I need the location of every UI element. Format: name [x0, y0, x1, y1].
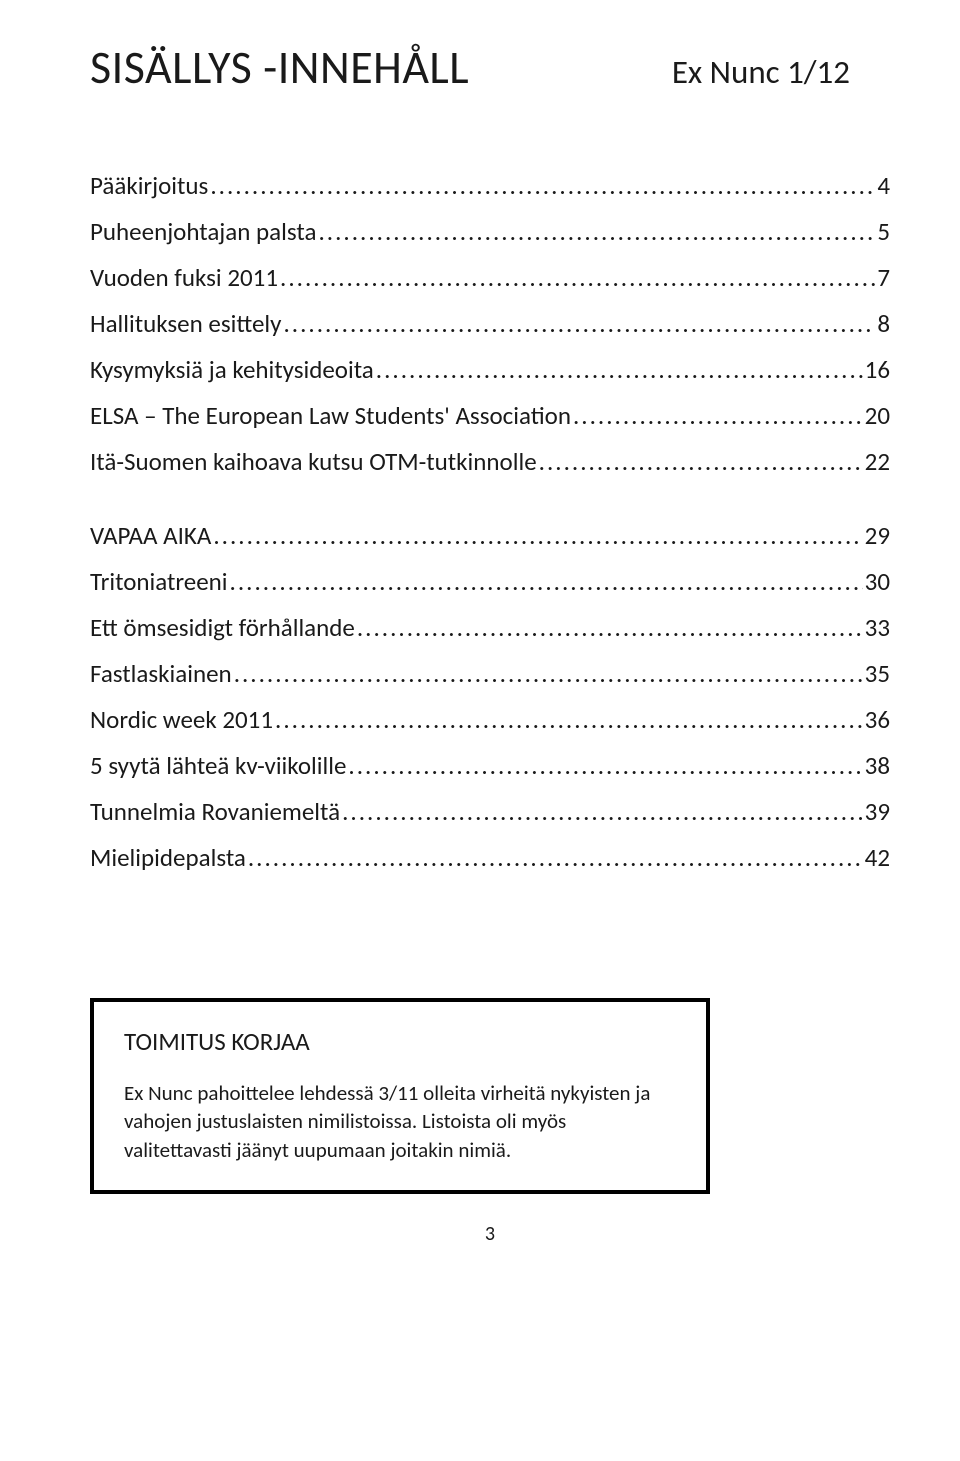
toc-label: ELSA – The European Law Students' Associ…	[90, 396, 571, 436]
toc-page: 20	[865, 396, 890, 436]
toc-entry: Pääkirjoitus 4	[90, 166, 890, 206]
toc-leader-dots	[230, 562, 863, 602]
toc-entry: Itä-Suomen kaihoava kutsu OTM-tutkinnoll…	[90, 442, 890, 482]
toc-page: 38	[865, 746, 890, 786]
toc-leader-dots	[342, 792, 863, 832]
toc-label: Mielipidepalsta	[90, 838, 246, 878]
toc-leader-dots	[376, 350, 863, 390]
page-title: SISÄLLYS -INNEHÅLL	[90, 40, 469, 96]
toc-label: Nordic week 2011	[90, 700, 273, 740]
issue-label: Ex Nunc 1/12	[672, 52, 850, 92]
toc-leader-dots	[248, 838, 863, 878]
toc-label: Itä-Suomen kaihoava kutsu OTM-tutkinnoll…	[90, 442, 537, 482]
toc-leader-dots	[357, 608, 863, 648]
toc-leader-dots	[213, 516, 862, 556]
toc-page: 35	[865, 654, 890, 694]
toc-page: 33	[865, 608, 890, 648]
toc-page: 16	[865, 350, 890, 390]
toc-leader-dots	[318, 212, 875, 252]
toc-entry: Nordic week 2011 36	[90, 700, 890, 740]
page-number: 3	[90, 1222, 890, 1246]
toc-leader-dots	[348, 746, 862, 786]
correction-box: TOIMITUS KORJAA Ex Nunc pahoittelee lehd…	[90, 998, 710, 1194]
toc-entry: Vuoden fuksi 2011 7	[90, 258, 890, 298]
toc-entry: Mielipidepalsta 42	[90, 838, 890, 878]
toc-entry: Hallituksen esittely 8	[90, 304, 890, 344]
toc-page: 4	[877, 166, 890, 206]
toc-label: Hallituksen esittely	[90, 304, 281, 344]
toc-leader-dots	[573, 396, 863, 436]
toc-leader-dots	[275, 700, 863, 740]
toc-leader-dots	[210, 166, 875, 206]
toc-label: VAPAA AIKA	[90, 516, 211, 556]
toc-label: Fastlaskiainen	[90, 654, 232, 694]
toc-label: Ett ömsesidigt förhållande	[90, 608, 355, 648]
toc-label: 5 syytä lähteä kv-viikolille	[90, 746, 346, 786]
toc-entry: Tunnelmia Rovaniemeltä 39	[90, 792, 890, 832]
toc-leader-dots	[234, 654, 863, 694]
section-gap	[90, 488, 890, 516]
toc-entry: ELSA – The European Law Students' Associ…	[90, 396, 890, 436]
toc-leader-dots	[539, 442, 863, 482]
toc-entry: Puheenjohtajan palsta 5	[90, 212, 890, 252]
toc-page: 5	[877, 212, 890, 252]
table-of-contents: Pääkirjoitus 4 Puheenjohtajan palsta 5 V…	[90, 166, 890, 878]
toc-page: 36	[865, 700, 890, 740]
toc-label: Vuoden fuksi 2011	[90, 258, 278, 298]
toc-label: Puheenjohtajan palsta	[90, 212, 316, 252]
header-row: SISÄLLYS -INNEHÅLL Ex Nunc 1/12	[90, 40, 890, 96]
toc-leader-dots	[280, 258, 875, 298]
toc-label: Tunnelmia Rovaniemeltä	[90, 792, 340, 832]
correction-body: Ex Nunc pahoittelee lehdessä 3/11 olleit…	[124, 1079, 676, 1164]
toc-label: Pääkirjoitus	[90, 166, 208, 206]
toc-entry: 5 syytä lähteä kv-viikolille 38	[90, 746, 890, 786]
toc-page: 8	[877, 304, 890, 344]
correction-title: TOIMITUS KORJAA	[124, 1026, 676, 1057]
toc-page: 29	[865, 516, 890, 556]
toc-entry: Fastlaskiainen 35	[90, 654, 890, 694]
toc-entry: Kysymyksiä ja kehitysideoita 16	[90, 350, 890, 390]
toc-label: Tritoniatreeni	[90, 562, 228, 602]
toc-page: 39	[865, 792, 890, 832]
toc-page: 42	[865, 838, 890, 878]
toc-entry: VAPAA AIKA 29	[90, 516, 890, 556]
toc-label: Kysymyksiä ja kehitysideoita	[90, 350, 374, 390]
toc-page: 30	[865, 562, 890, 602]
toc-entry: Tritoniatreeni 30	[90, 562, 890, 602]
toc-page: 7	[877, 258, 890, 298]
toc-leader-dots	[283, 304, 875, 344]
toc-page: 22	[865, 442, 890, 482]
toc-entry: Ett ömsesidigt förhållande 33	[90, 608, 890, 648]
